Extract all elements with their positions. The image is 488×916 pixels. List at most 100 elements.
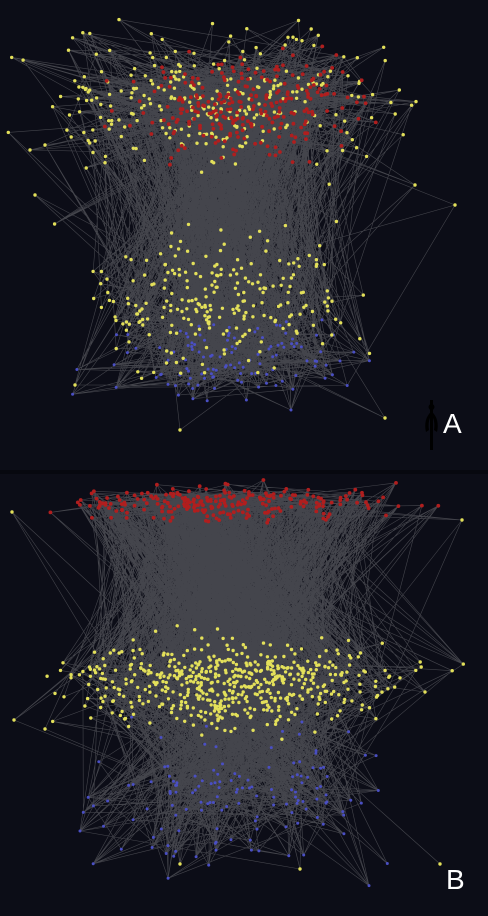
yellow-node <box>265 665 270 670</box>
red-node <box>289 505 294 509</box>
yellow-node <box>346 687 350 691</box>
yellow-node <box>101 657 105 661</box>
yellow-node <box>144 301 148 305</box>
yellow-node <box>169 244 173 249</box>
yellow-node <box>90 98 94 102</box>
blue-node <box>244 398 248 402</box>
yellow-node <box>202 371 207 375</box>
yellow-node <box>252 682 256 686</box>
yellow-node <box>268 662 273 667</box>
yellow-node <box>230 636 235 640</box>
yellow-node <box>147 668 151 673</box>
red-node <box>216 62 221 67</box>
blue-node <box>345 384 349 387</box>
yellow-node <box>177 273 182 277</box>
yellow-node <box>250 684 254 689</box>
red-node <box>230 504 235 508</box>
red-node <box>219 62 224 67</box>
yellow-node <box>241 690 245 694</box>
red-node <box>180 100 185 104</box>
red-node <box>230 100 235 105</box>
yellow-node <box>87 665 92 669</box>
yellow-node <box>181 356 185 360</box>
blue-node <box>125 351 129 355</box>
yellow-node <box>190 664 194 668</box>
yellow-node <box>195 693 199 697</box>
yellow-node <box>243 708 247 712</box>
yellow-node <box>217 315 222 319</box>
yellow-node <box>291 35 295 39</box>
blue-node <box>234 347 237 350</box>
blue-node <box>319 785 322 788</box>
blue-node <box>276 343 280 347</box>
yellow-node <box>367 706 372 710</box>
yellow-node <box>243 109 247 113</box>
red-node <box>117 498 122 502</box>
blue-node <box>295 773 299 777</box>
yellow-node <box>187 299 191 303</box>
yellow-node <box>103 154 108 159</box>
yellow-node <box>235 124 239 129</box>
blue-node <box>274 353 278 357</box>
network-edges <box>11 479 464 886</box>
blue-node <box>315 333 318 337</box>
red-node <box>304 88 309 93</box>
yellow-node <box>215 659 219 663</box>
yellow-node <box>314 258 319 262</box>
yellow-node <box>261 290 265 295</box>
blue-node <box>294 795 297 799</box>
yellow-node <box>241 299 245 303</box>
red-node <box>320 44 325 49</box>
yellow-node <box>318 697 322 702</box>
red-node <box>267 499 271 504</box>
yellow-node <box>286 666 290 670</box>
yellow-node <box>370 92 375 97</box>
yellow-node <box>139 376 144 380</box>
yellow-node <box>318 244 322 248</box>
red-node <box>376 499 381 504</box>
yellow-node <box>194 661 198 665</box>
yellow-node <box>339 321 343 325</box>
red-node <box>231 147 235 152</box>
red-node <box>235 110 240 115</box>
yellow-node <box>220 659 224 664</box>
blue-node <box>342 832 346 836</box>
red-node <box>235 130 239 135</box>
yellow-node <box>166 652 170 656</box>
yellow-node <box>196 113 200 118</box>
yellow-node <box>330 717 334 721</box>
blue-node <box>202 355 205 359</box>
blue-node <box>271 355 275 359</box>
red-node <box>228 515 233 520</box>
yellow-node <box>257 685 261 690</box>
red-node <box>194 93 199 98</box>
yellow-node <box>292 677 296 681</box>
yellow-node <box>223 697 227 701</box>
blue-node <box>313 359 317 363</box>
yellow-node <box>195 141 199 145</box>
red-node <box>234 148 238 153</box>
red-node <box>420 503 424 508</box>
yellow-node <box>291 273 296 277</box>
yellow-node <box>168 660 172 664</box>
yellow-node <box>236 292 241 297</box>
yellow-node <box>315 162 319 166</box>
blue-node <box>289 408 293 412</box>
blue-node <box>227 331 231 335</box>
human-figure-icon <box>425 400 438 450</box>
yellow-node <box>225 643 229 647</box>
yellow-node <box>423 690 427 694</box>
red-node <box>291 121 296 126</box>
yellow-node <box>356 95 361 99</box>
blue-node <box>102 824 105 828</box>
yellow-node <box>114 318 118 323</box>
yellow-node <box>200 667 204 671</box>
blue-node <box>172 854 176 858</box>
yellow-node <box>178 707 183 711</box>
red-node <box>252 104 256 108</box>
blue-node <box>352 350 356 354</box>
red-node <box>259 111 264 116</box>
red-node <box>311 76 316 81</box>
yellow-node <box>233 286 238 290</box>
blue-node <box>212 768 216 772</box>
